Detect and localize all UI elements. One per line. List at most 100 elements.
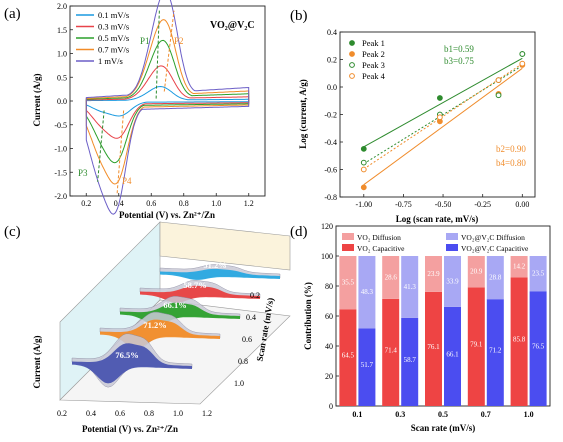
panel-b-legend-label: Peak 1 — [362, 38, 385, 48]
panel-b-point — [360, 184, 367, 191]
panel-d-legend: VO₂ Diffusion VO₂@V₂C Diffusion VO₂ Capaci… — [342, 233, 529, 253]
panel-a-xtick-label: 1.2 — [244, 199, 254, 208]
panel-b-legend-marker — [349, 62, 355, 68]
panel-d-value-label: 66.1 — [446, 350, 459, 358]
panel-b-xlabel: Log (scan rate, mV/s) — [396, 214, 479, 224]
panel-d-ytick-label: 60 — [325, 312, 333, 321]
panel-a-legend: 0.1 mV/s 0.3 mV/s0.5 mV/s 0.7 mV/s1 mV/s — [76, 10, 129, 66]
panel-b-annotation-b2: b2=0.90 — [496, 144, 526, 154]
panel-a-xlabel: Potential (V) vs. Zn²⁺/Zn — [119, 210, 215, 220]
panel-b-label: (b) — [290, 8, 308, 24]
panel-a-legend-label: 0.7 mV/s — [98, 45, 129, 55]
panel-d-bar-vo2-diffusion — [510, 256, 528, 278]
panel-c-xtick-label: 0.2 — [57, 409, 67, 418]
panel-b-point — [519, 60, 526, 67]
panel-d-bar-vo2-capacitive — [510, 277, 528, 406]
panel-d-bar-composite-diffusion — [401, 256, 419, 318]
panel-a-xtick-label: 1.0 — [211, 199, 221, 208]
panel-b-point — [436, 95, 443, 101]
panel-d-ytick-label: 20 — [325, 372, 333, 381]
panel-d-value-label: 23.9 — [427, 270, 440, 278]
panel-b-ytick-label: -0.2 — [324, 111, 337, 120]
panel-d-value-label: 23.5 — [532, 270, 545, 278]
panel-b-point — [436, 114, 443, 121]
panel-a-cv-curve-0 — [85, 85, 250, 117]
panel-b: (b) -1.00 -0.75 -0.50 -0.25 0.00 0.4 0.2 0.0 -0.… — [290, 8, 536, 224]
panel-c-xtick-label: 0.4 — [86, 409, 96, 418]
panel-d-ylabel: Contribution (%) — [303, 282, 313, 350]
panel-b-ytick-label: -0.8 — [324, 193, 337, 202]
panel-d-label: (d) — [290, 224, 308, 240]
panel-a-ylabel: Current (A/g) — [32, 73, 42, 126]
panel-a-p4-guide — [116, 110, 125, 194]
panel-b-xtick-label: -0.75 — [395, 200, 412, 209]
panel-b-fit-line-1 — [363, 67, 523, 186]
panel-c-capacitive-ribbon-4 — [72, 343, 192, 384]
panel-c-capacitive-ribbon-0 — [160, 268, 280, 280]
panel-d-bar-vo2-diffusion — [339, 256, 357, 310]
panel-d-bar-vo2-capacitive — [467, 287, 485, 406]
panel-d-bar-vo2-capacitive — [339, 309, 357, 406]
panel-d-value-label: 20.9 — [470, 268, 483, 276]
panel-d-legend-swatch — [342, 233, 354, 240]
panel-d-bar-vo2-diffusion — [425, 256, 442, 292]
panel-b-annotation-b1: b1=0.59 — [444, 44, 474, 54]
panel-b-ticks: -1.00 -0.75 -0.50 -0.25 0.00 0.4 0.2 0.0 -0.2 -0.… — [324, 28, 529, 209]
panel-c-ztick-label: 0.8 — [238, 357, 248, 366]
panel-b-ylabel: Log (current, A/g) — [298, 79, 308, 149]
panel-a-ytick-label: 1.0 — [57, 50, 67, 59]
panel-b-ytick-label: -0.6 — [324, 166, 337, 175]
panel-b-xtick-label: -0.50 — [435, 200, 452, 209]
panel-a-xtick-label: 0.2 — [81, 199, 91, 208]
panel-b-fit-line-0 — [363, 57, 523, 148]
panel-d-value-label: 71.2 — [489, 347, 502, 355]
panel-a-peak-label-p3: P3 — [78, 168, 88, 178]
panel-c-ribbons: 51.2% 58.7% 66.1% 71.2% 76.5% — [71, 260, 281, 388]
panel-d-bar-vo2-diffusion — [382, 256, 400, 299]
panel-d-ytick-label: 100 — [321, 252, 333, 261]
panel-a-xtick-label: 0.6 — [146, 199, 156, 208]
panel-b-point — [360, 159, 367, 166]
panel-d-ticks: 0 20 40 60 80 100 120 0.1 0.3 0.5 0.7 1.0 — [321, 222, 534, 419]
panel-a-ytick-label: 2.0 — [57, 2, 67, 11]
panel-d-xtick-label: 0.1 — [352, 410, 362, 419]
panel-d-xtick-label: 0.3 — [395, 410, 405, 419]
panel-c-capacitive-label: 51.2% — [203, 260, 226, 270]
panel-c: (c) 51.2%58.7%66.1%71.2%76.5% 0.2 0.4 0.6 0… — [4, 221, 291, 434]
panel-b-ytick-label: 0.4 — [327, 28, 337, 37]
panel-b-legend-label: Peak 4 — [362, 71, 386, 81]
panel-d-value-label: 58.7 — [404, 356, 417, 364]
panel-d-value-label: 76.1 — [427, 343, 440, 351]
panel-d-value-label: 76.5 — [532, 343, 545, 351]
panel-d-bar-composite-diffusion — [358, 256, 376, 329]
panel-b-ytick-label: 0.0 — [327, 83, 337, 92]
panel-a-legend-label: 0.1 mV/s — [98, 10, 129, 20]
panel-a-xtick-label: 0.8 — [179, 199, 189, 208]
panel-a-legend-label: 0.3 mV/s — [98, 22, 129, 32]
panel-b-legend-marker — [349, 40, 355, 46]
panel-d-bars: 64.5 35.5 51.7 48.3 71.4 28.6 58.7 41.3 76.1 23.9… — [339, 256, 547, 406]
panel-a-peak-label-p1: P1 — [140, 36, 150, 46]
panel-d-bar-composite-capacitive — [358, 328, 376, 406]
panel-d-ytick-label: 40 — [325, 342, 333, 351]
panel-d-value-label: 28.6 — [385, 273, 398, 281]
panel-a-label: (a) — [4, 6, 21, 22]
panel-d-value-label: 64.5 — [342, 352, 355, 360]
panel-a-legend-label: 0.5 mV/s — [98, 33, 129, 43]
panel-a-curves — [85, 0, 250, 215]
panel-a-peak-label-p2: P2 — [174, 36, 184, 46]
panel-b-legend-marker — [349, 73, 355, 79]
panel-b-annotation-b3: b3=0.75 — [444, 56, 474, 66]
panel-d-value-label: 79.1 — [470, 341, 483, 349]
panel-b-annotation-b4: b4=0.80 — [496, 158, 526, 168]
panel-b-fit-line-2 — [363, 65, 523, 165]
panel-b-legend-marker — [349, 51, 355, 57]
panel-d-legend-label: VO₂@V₂C Capacitive — [461, 244, 529, 253]
panel-d-xlabel: Scan rate (mV/s) — [411, 423, 476, 433]
panel-d-bar-vo2-diffusion — [467, 256, 485, 288]
panel-d-ytick-label: 0 — [329, 402, 333, 411]
panel-a-ytick-label: -1.0 — [54, 145, 67, 154]
panel-c-capacitive-label: 58.7% — [183, 280, 206, 290]
panel-d-bar-composite-capacitive — [529, 291, 547, 406]
panel-a-peak-label-p4: P4 — [122, 176, 132, 186]
